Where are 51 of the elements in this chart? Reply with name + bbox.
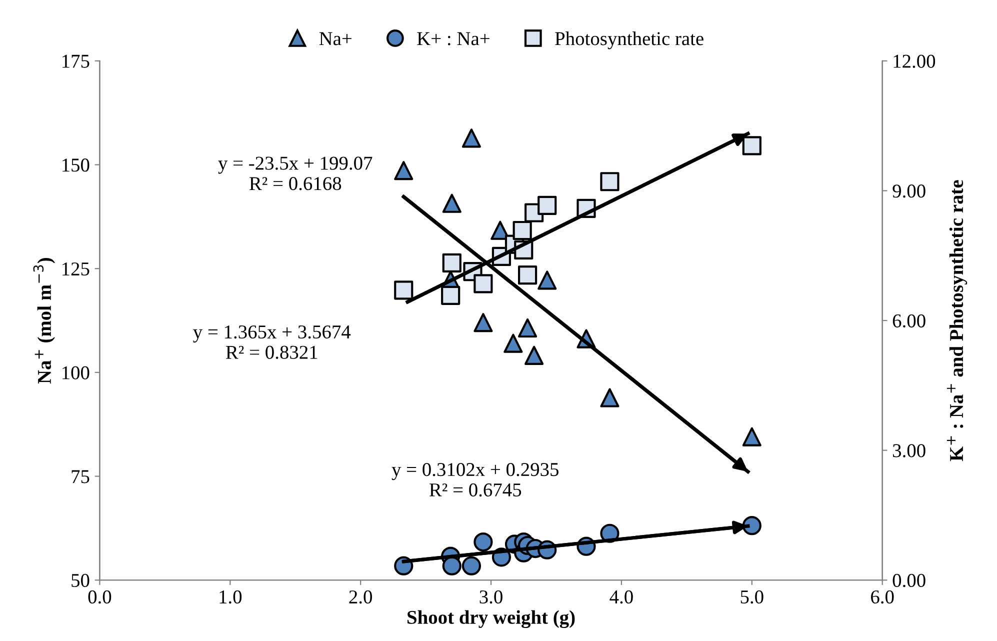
y-tick-label: 150 [62, 158, 90, 172]
legend-label: Na+ [319, 32, 352, 46]
point [518, 266, 538, 285]
y-tick-label: 75 [72, 470, 90, 484]
y2-tick-label: 0.00 [892, 574, 926, 588]
point [394, 161, 414, 180]
y2-axis-title: K$^{+}$ : Na$^{+}$ and Photosynthetic rate [946, 180, 968, 462]
point [512, 220, 532, 240]
x-tick-label: 6.0 [871, 590, 894, 604]
point [474, 532, 493, 552]
x-tick-label: 2.0 [349, 590, 372, 604]
y-tick-label: 50 [72, 574, 90, 588]
annotation: y = -23.5x + 199.07 R² = 0.6168 [218, 156, 372, 190]
x-tick-label: 0.0 [88, 590, 112, 604]
point [442, 253, 462, 273]
point [441, 286, 460, 305]
point [504, 334, 523, 353]
x-tick-label: 4.0 [610, 590, 633, 604]
legend-label: Photosynthetic rate [555, 32, 704, 50]
point [742, 427, 762, 446]
point [600, 388, 620, 408]
x-axis-title: Shoot dry weight (g) [408, 610, 575, 628]
point [742, 516, 762, 536]
point [538, 270, 557, 290]
point [524, 346, 544, 365]
point [600, 172, 620, 192]
point [442, 556, 462, 576]
x-tick-label: 3.0 [480, 590, 502, 604]
y2-tick-label: 12.00 [894, 54, 936, 68]
y-tick-label: 175 [62, 54, 90, 68]
y-tick-label: 100 [62, 366, 90, 380]
point [462, 128, 482, 148]
annotation: y = 1.365x + 3.5674 R² = 0.8321 [193, 325, 351, 359]
point [394, 280, 414, 300]
point [518, 318, 538, 338]
point [474, 313, 493, 332]
x-tick-label: 1.0 [220, 590, 242, 604]
y2-tick-label: 6.00 [892, 314, 926, 328]
legend-label: K+ : Na+ [417, 32, 490, 46]
point [490, 220, 510, 240]
point [462, 556, 482, 576]
y-tick-label: 125 [62, 262, 90, 276]
x-tick-label: 5.0 [740, 590, 764, 604]
annotation: y = 0.3102x + 0.2935 R² = 0.6745 [392, 462, 558, 497]
point [474, 274, 493, 294]
y-axis-title: Na$^{+}$ (mol m$^{−3}$) [33, 258, 55, 384]
point [538, 196, 557, 215]
point [442, 194, 462, 213]
y2-tick-label: 9.00 [892, 184, 926, 198]
y2-tick-label: 3.00 [892, 444, 926, 458]
point [742, 136, 762, 156]
